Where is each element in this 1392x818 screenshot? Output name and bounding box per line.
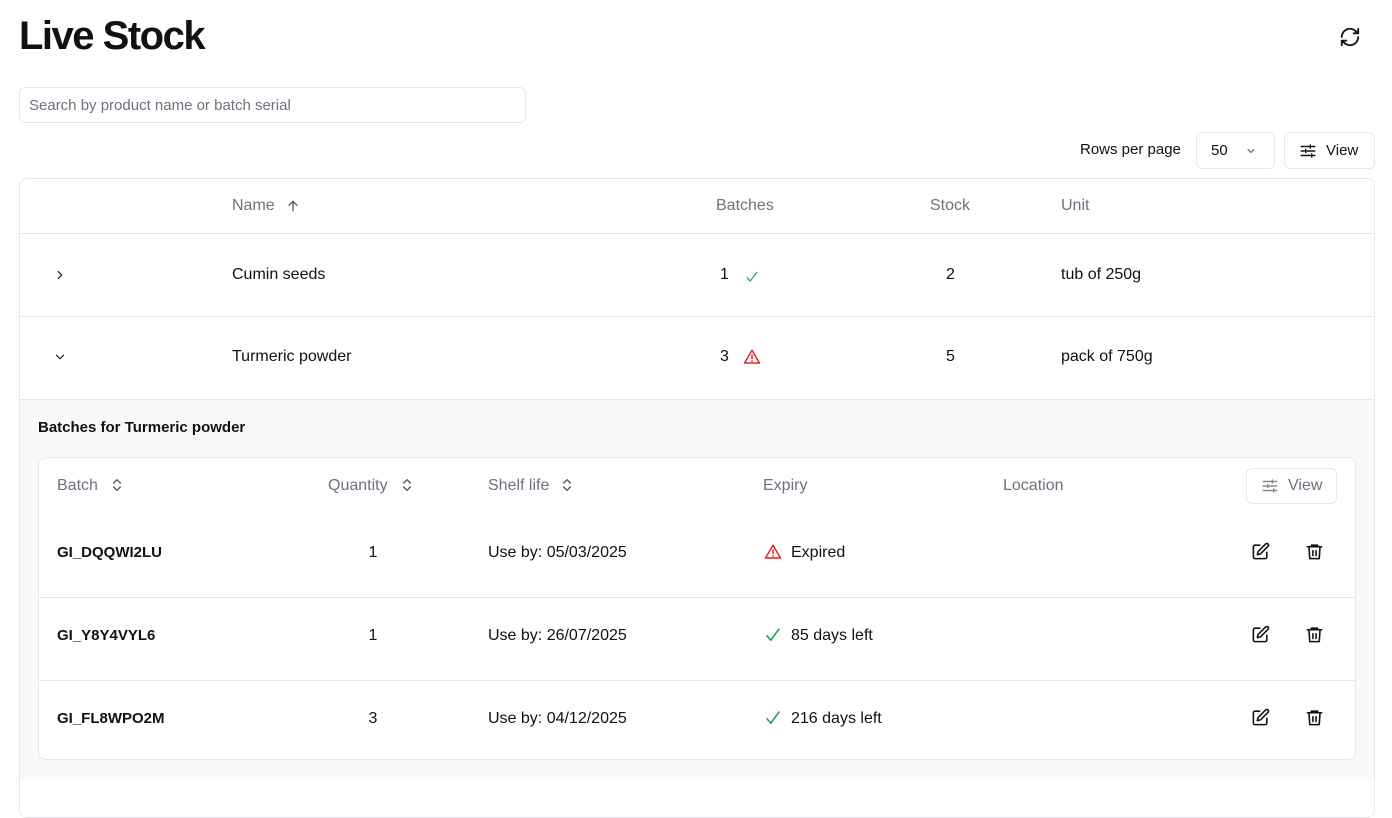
- expiry-status: 216 days left: [791, 710, 882, 727]
- expand-toggle[interactable]: [53, 268, 67, 282]
- column-header[interactable]: Quantity: [328, 477, 388, 494]
- batch-serial: GI_Y8Y4VYL6: [57, 627, 156, 644]
- panel-title: Batches for Turmeric powder: [38, 419, 246, 436]
- quantity: 1: [368, 627, 378, 644]
- stock-count: 2: [946, 266, 955, 283]
- view-button-label: View: [1288, 477, 1323, 494]
- batch-serial: GI_DQQWI2LU: [57, 544, 163, 561]
- rows-per-page-value: 50: [1211, 142, 1228, 159]
- search-input[interactable]: Search by product name or batch serial: [19, 87, 526, 123]
- rows-per-page-select[interactable]: 50: [1196, 132, 1275, 169]
- shelf-life: Use by: 05/03/2025: [488, 544, 627, 561]
- rows-per-page-label: Rows per page: [1080, 141, 1181, 158]
- column-header: Location: [1003, 477, 1064, 494]
- delete-button[interactable]: [1305, 708, 1324, 727]
- view-button[interactable]: View: [1284, 132, 1375, 169]
- unit: pack of 750g: [1061, 348, 1153, 365]
- page: Live Stock Search by product name or bat…: [19, 14, 1375, 818]
- batch-count: 3: [720, 348, 729, 365]
- unit: tub of 250g: [1061, 266, 1142, 283]
- column-header[interactable]: Batch: [57, 477, 98, 494]
- delete-button[interactable]: [1305, 542, 1324, 561]
- product-name: Cumin seeds: [232, 266, 326, 283]
- quantity: 1: [368, 544, 378, 561]
- expand-toggle[interactable]: [53, 350, 67, 364]
- edit-button[interactable]: [1251, 708, 1270, 727]
- stock-count: 5: [946, 348, 955, 365]
- check-icon: [766, 628, 780, 641]
- quantity: 3: [368, 710, 378, 727]
- shelf-life: Use by: 26/07/2025: [488, 627, 627, 644]
- edit-button[interactable]: [1251, 625, 1270, 644]
- column-header: Expiry: [763, 477, 808, 494]
- page-title: Live Stock: [19, 14, 206, 58]
- batch-count: 1: [720, 266, 729, 283]
- expiry-status: 85 days left: [791, 627, 873, 644]
- delete-button[interactable]: [1305, 625, 1324, 644]
- product-name: Turmeric powder: [232, 348, 352, 365]
- column-header: Stock: [930, 197, 971, 214]
- shelf-life: Use by: 04/12/2025: [488, 710, 627, 727]
- column-header[interactable]: Shelf life: [488, 477, 550, 494]
- search-placeholder: Search by product name or batch serial: [29, 97, 291, 114]
- refresh-button[interactable]: [1339, 26, 1361, 48]
- batch-serial: GI_FL8WPO2M: [57, 710, 165, 727]
- warning-icon: [764, 544, 782, 559]
- stock-table: Name Batches Stock Unit Cumin seeds 1 2 …: [19, 178, 1375, 818]
- column-header[interactable]: Name: [232, 197, 275, 214]
- check-icon: [766, 711, 780, 724]
- expiry-status: Expired: [791, 544, 846, 561]
- edit-button[interactable]: [1251, 542, 1270, 561]
- column-header: Unit: [1061, 197, 1090, 214]
- batch-table: Batch Quantity Shelf life Expiry Locatio…: [38, 457, 1356, 760]
- view-button[interactable]: View: [1246, 468, 1337, 504]
- view-button-label: View: [1326, 142, 1359, 159]
- column-header: Batches: [716, 197, 774, 214]
